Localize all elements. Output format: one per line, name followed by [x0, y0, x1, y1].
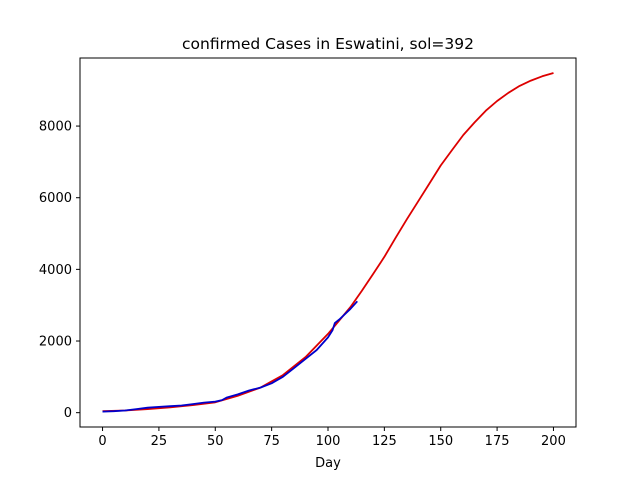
x-tick-label: 200 — [541, 434, 566, 449]
x-tick-label: 50 — [207, 434, 224, 449]
x-tick-label: 175 — [485, 434, 510, 449]
x-tick-label: 0 — [98, 434, 106, 449]
x-axis-label: Day — [315, 456, 341, 471]
chart-title: confirmed Cases in Eswatini, sol=392 — [182, 35, 474, 53]
x-tick-label: 75 — [263, 434, 280, 449]
y-tick-label: 8000 — [39, 120, 72, 135]
x-tick-label: 125 — [372, 434, 397, 449]
x-tick-label: 150 — [428, 434, 453, 449]
y-tick-label: 4000 — [39, 263, 72, 278]
y-tick-label: 6000 — [39, 191, 72, 206]
x-tick-label: 25 — [151, 434, 168, 449]
y-tick-label: 2000 — [39, 335, 72, 350]
y-tick-label: 0 — [64, 406, 72, 421]
series-line-2 — [102, 300, 358, 413]
x-tick-label: 100 — [316, 434, 341, 449]
